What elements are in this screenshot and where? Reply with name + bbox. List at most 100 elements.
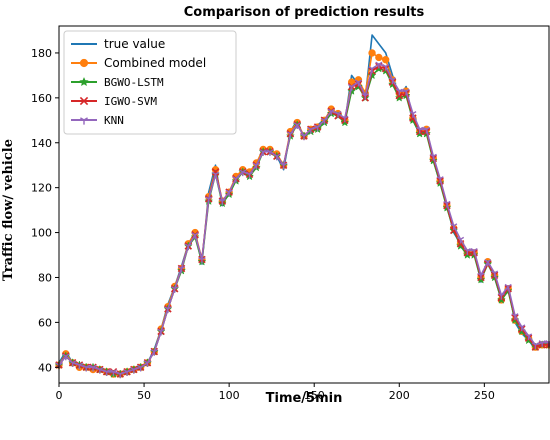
legend-entry-igwo-svm-marker-0 [79,96,89,106]
series-knn-marker-51 [402,88,410,96]
series-knn-marker-8 [109,369,118,376]
x-axis-label: Time/5min [266,391,343,406]
series-knn-marker-53 [416,126,424,134]
legend: true value Combined model BGWO-LSTM IGWO-SV… [63,30,237,135]
series-knn-marker-60 [463,248,471,255]
x-tick-label-150: 150 [304,389,325,402]
series-combined-model-marker-48 [381,55,390,64]
series-knn-marker-18 [177,265,186,273]
series-knn-marker-35 [293,122,301,129]
series-knn-marker-69 [525,333,533,341]
x-tick-label-100: 100 [219,389,240,402]
series-knn-marker-47 [375,61,383,69]
series-knn-marker-24 [218,198,226,206]
series-knn-marker-1 [62,353,70,361]
series-knn-marker-61 [470,248,478,255]
y-tick-label-40: 40 [38,361,52,374]
plot-area [54,34,550,379]
series-knn-marker-43 [348,84,356,91]
series-knn-marker-63 [484,259,492,266]
axis-ticks: 0 50 100 150 200 250 40 60 80 100 120 140 160 180 [31,47,495,402]
series-knn-marker-67 [511,313,519,320]
series-bgwo-lstm-marker-50 [394,93,404,102]
series-knn-marker-33 [280,162,288,170]
series-knn-marker-40 [327,108,335,116]
legend-entry-combined-model-marker-0 [79,58,89,68]
legend-entry-bgwo-lstm: BGWO-LSTM [71,76,164,89]
series-knn-marker-22 [205,196,213,204]
x-tick-label-0: 0 [56,389,63,402]
series-combined-model-marker-47 [375,53,383,62]
series-knn-marker-46 [368,66,376,73]
series-knn-marker-42 [341,115,349,123]
series-knn-marker-27 [239,169,247,177]
series-knn-marker-57 [443,200,451,208]
y-axis-label: Traffic flow/ vehicle [1,139,16,281]
series-knn-marker-25 [225,189,233,197]
series-knn-marker-45 [361,93,369,100]
series-knn-marker-9 [116,371,124,379]
legend-entry-true-value-label: true value [104,37,165,51]
series-knn-marker-41 [334,111,342,118]
series-knn-marker-11 [130,367,138,374]
series-knn-marker-20 [191,232,199,240]
series-knn-marker-62 [477,272,485,280]
series-knn-marker-28 [245,171,254,179]
series-knn-marker-14 [150,349,158,356]
series-knn-marker-6 [96,367,104,374]
series-knn-marker-39 [320,117,328,125]
legend-entry-combined-model-label: Combined model [104,56,206,70]
legend-entry-knn-label: KNN [104,114,124,127]
series-combined-model-marker-43 [347,78,356,86]
series-combined-model-marker-46 [368,49,376,57]
series-knn-marker-16 [164,306,172,314]
series-igwo-svm-marker-50 [395,91,404,100]
legend-entry-bgwo-lstm-label: BGWO-LSTM [104,76,164,89]
series-knn-marker-64 [490,270,499,278]
legend-entry-knn-marker-0 [80,117,88,125]
series-knn-marker-38 [314,124,322,132]
series-knn-marker-48 [382,63,390,71]
series-knn-marker-36 [300,133,308,141]
y-tick-label-180: 180 [31,47,52,60]
legend-entry-knn: KNN [71,114,124,127]
series-knn-marker-71 [538,340,546,347]
series-knn-marker-23 [211,171,220,179]
series-knn-marker-31 [266,149,274,156]
series-knn-marker-49 [388,77,397,85]
series-knn-marker-56 [436,176,444,183]
legend-entry-bgwo-lstm-marker-0 [79,76,89,87]
legend-entry-combined-model: Combined model [71,56,206,70]
series-knn-marker-26 [232,176,240,183]
series-knn-marker-66 [504,283,512,291]
y-tick-label-140: 140 [31,137,52,150]
legend-entry-igwo-svm-label: IGWO-SVM [104,95,157,108]
series-knn-marker-3 [75,362,83,370]
x-tick-label-50: 50 [137,389,151,402]
series-knn-marker-13 [143,360,152,367]
series-igwo-svm-marker-23 [211,168,220,176]
legend-entry-igwo-svm: IGWO-SVM [71,95,157,108]
legend-entry-true-value: true value [71,37,165,51]
series-knn-marker-15 [157,328,165,336]
series-knn-marker-7 [103,369,111,376]
series-knn-marker-44 [354,79,363,87]
series-knn-marker-29 [252,162,260,170]
chart-title: Comparison of prediction results [184,5,425,20]
series-knn-marker-5 [89,364,97,372]
series-knn-marker-4 [82,364,90,372]
series-knn-marker-54 [422,126,431,134]
y-tick-label-100: 100 [31,227,52,240]
series-knn-marker-65 [497,292,505,300]
series-knn-marker-58 [450,223,458,231]
series-knn-marker-17 [171,286,179,293]
series-knn-marker-59 [456,236,465,244]
series-knn-marker-32 [273,153,281,161]
x-tick-label-250: 250 [474,389,495,402]
series-knn-marker-52 [409,111,417,118]
y-tick-label-120: 120 [31,182,52,195]
series-knn-marker-55 [429,153,437,161]
x-tick-label-200: 200 [389,389,410,402]
